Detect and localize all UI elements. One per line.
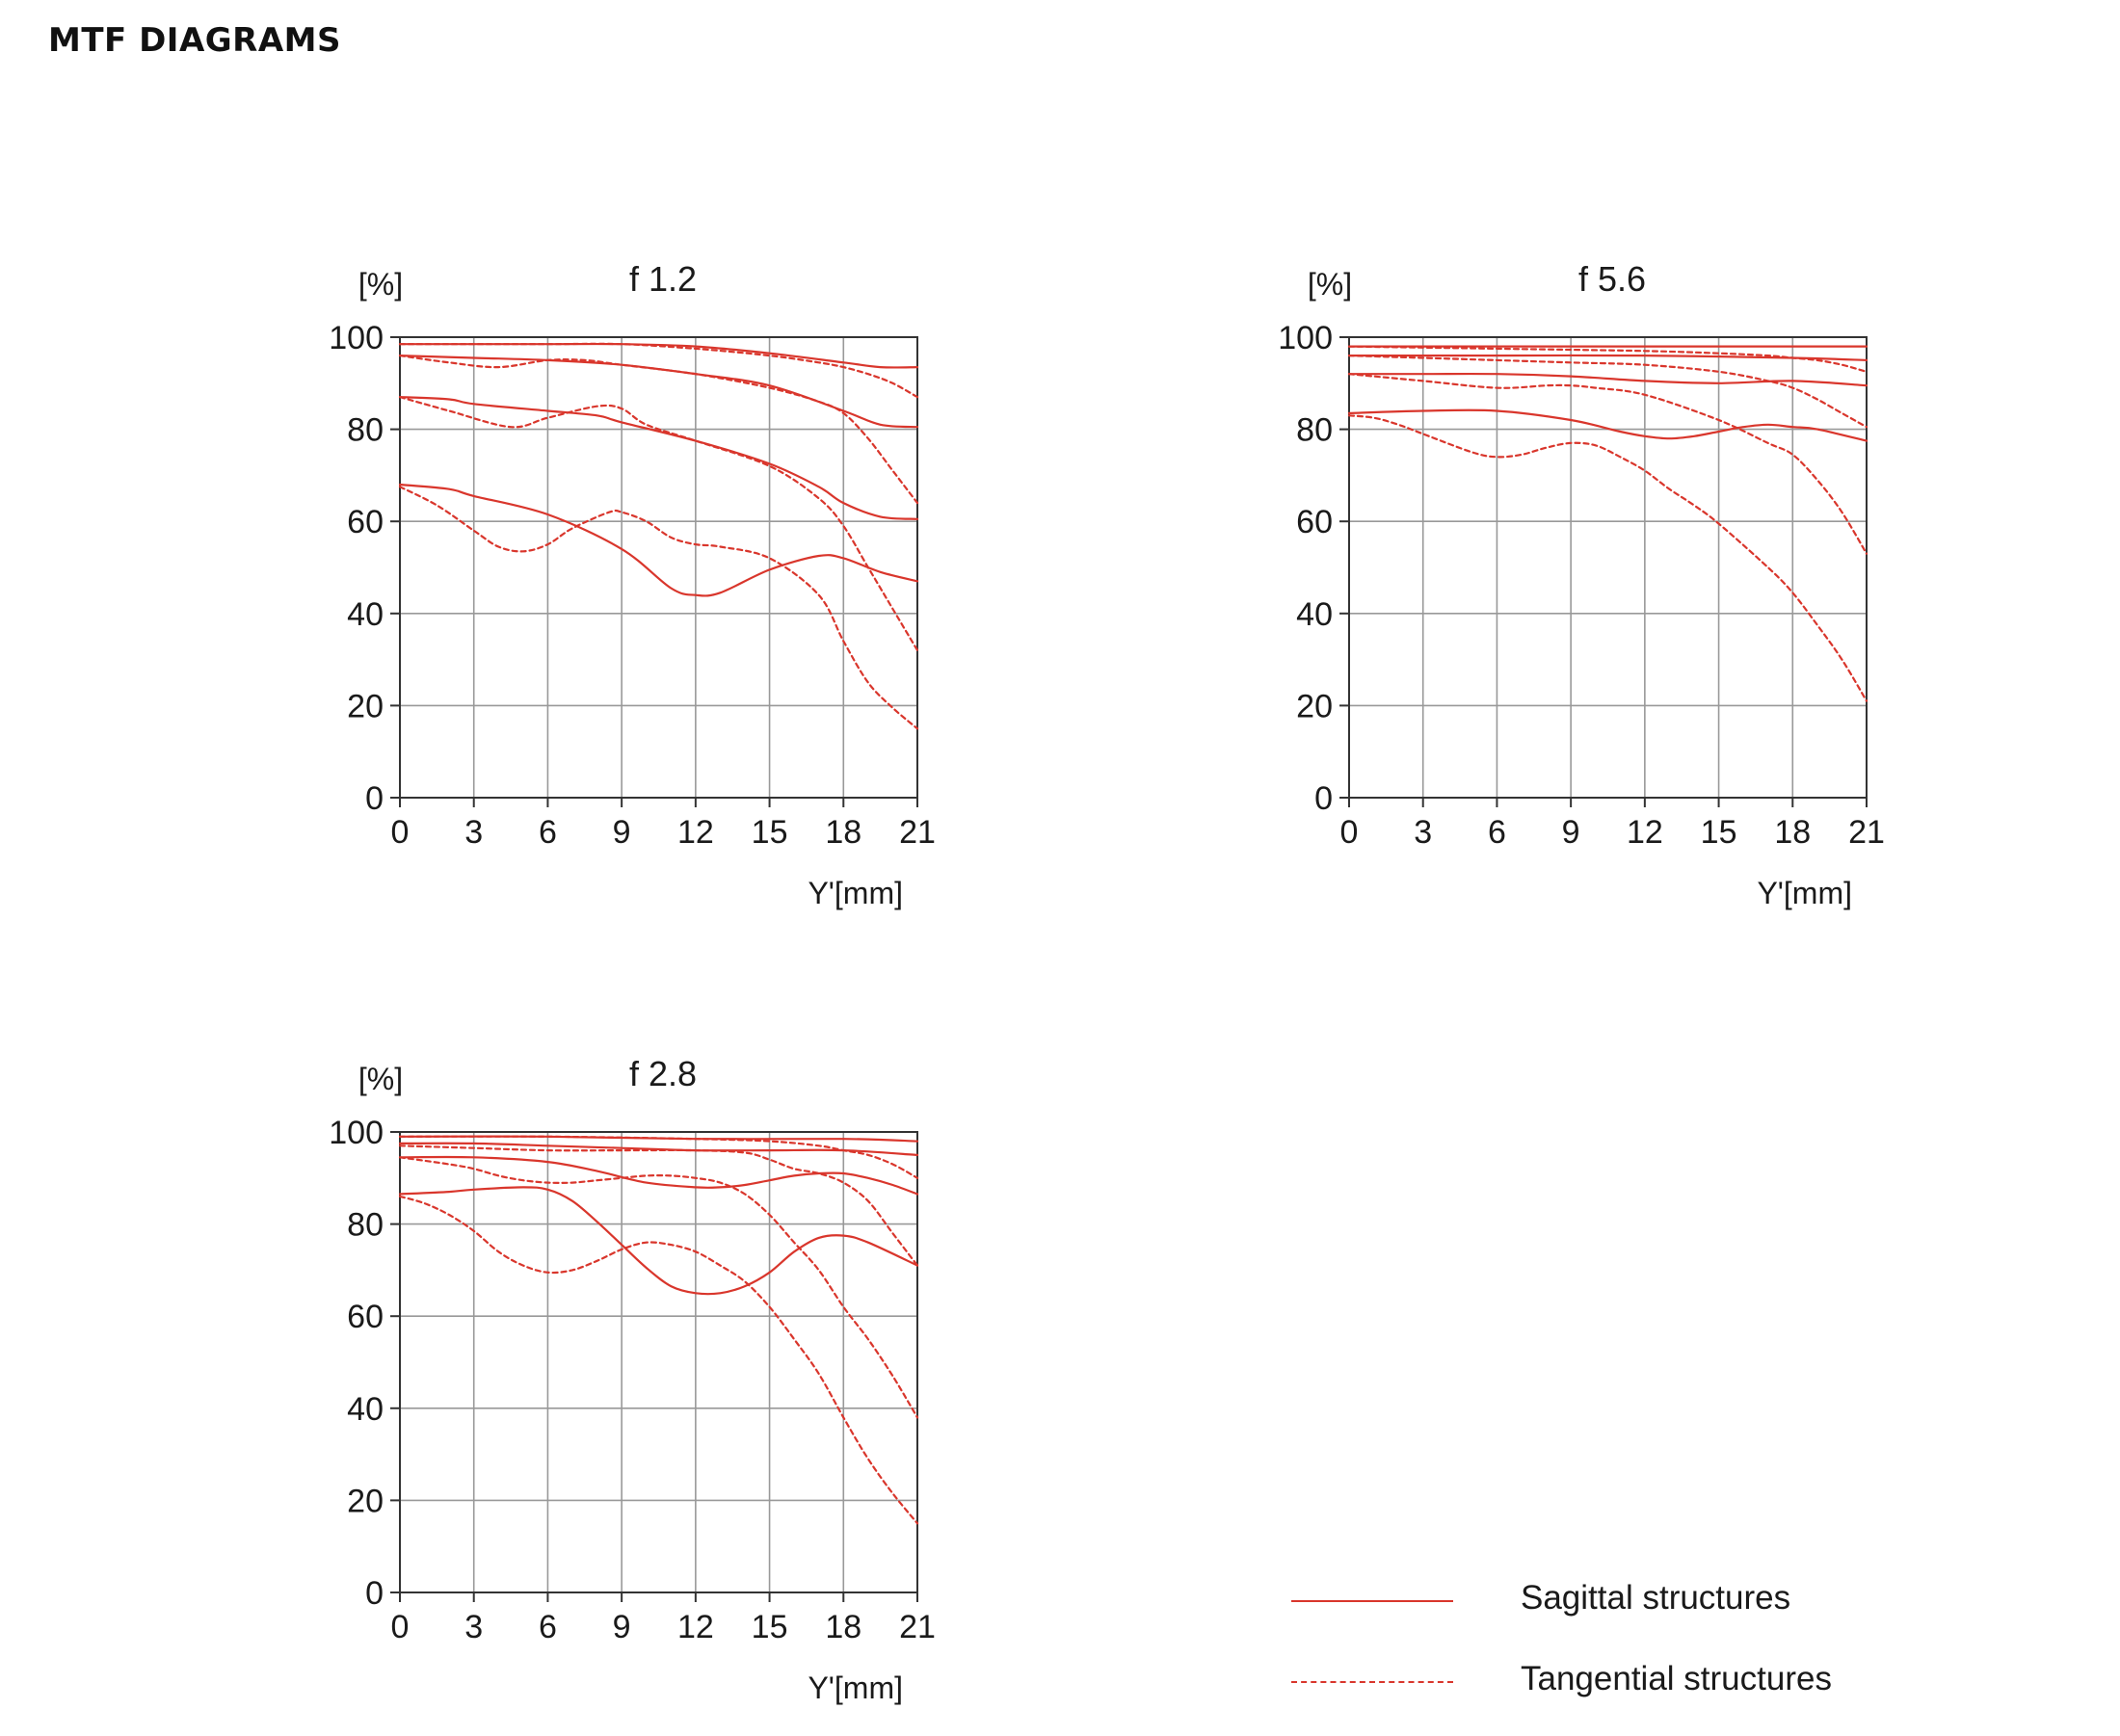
sagittal-curve [1347,408,1868,442]
tangential-curve [398,342,919,399]
x-tick-label: 6 [539,814,557,851]
page-title: MTF DIAGRAMS [48,21,341,60]
sagittal-curve [398,1155,919,1196]
sagittal-curve [398,483,919,597]
tangential-curve [398,1156,919,1419]
legend-tangential-label: Tangential structures [1521,1660,1832,1697]
x-tick-label: 0 [1340,814,1359,851]
x-tick-label: 15 [752,814,788,851]
tangential-curve [1347,414,1868,702]
y-tick-label: 40 [347,1391,384,1428]
y-tick-label: 20 [347,1483,384,1519]
chart-title: f 1.2 [629,259,697,299]
mtf-chart-f5-6: 0 3 6 9 12 15 18 21 0 20 40 60 80 100 [%] f 5.6 Y'[mm] [1278,259,1885,910]
tangential-curve [398,1195,919,1525]
x-tick-label: 12 [1627,814,1663,851]
y-tick-label: 0 [365,1575,384,1612]
tangential-curve [1347,355,1868,429]
legend-tangential-line [1291,1681,1453,1683]
y-tick-label: 60 [347,1299,384,1335]
y-tick-label: 60 [347,504,384,540]
chart-title: f 5.6 [1578,259,1646,299]
legend-sagittal: Sagittal structures [1291,1579,1790,1617]
x-tick-label: 18 [825,814,861,851]
x-tick-label: 18 [825,1609,861,1645]
x-tick-label: 6 [539,1609,557,1645]
x-axis-label: Y'[mm] [1757,876,1852,910]
y-axis-label: [%] [358,267,403,302]
y-tick-label: 100 [329,1115,384,1151]
sagittal-curve [398,1186,919,1296]
x-axis-label: Y'[mm] [808,1670,903,1705]
y-tick-label: 40 [347,596,384,633]
y-tick-label: 80 [347,1207,384,1244]
x-tick-label: 0 [391,1609,410,1645]
tangential-curve [1347,373,1868,555]
x-tick-label: 21 [899,814,936,851]
x-tick-label: 9 [613,814,631,851]
y-tick-label: 100 [1278,320,1333,356]
x-tick-label: 15 [1701,814,1737,851]
x-tick-label: 3 [464,814,483,851]
legend-tangential: Tangential structures [1291,1660,1832,1697]
sagittal-curve [1347,354,1868,361]
y-tick-label: 100 [329,320,384,356]
tangential-curve [398,486,919,730]
plot-frame [399,1131,918,1593]
y-axis-label: [%] [1308,267,1352,302]
sagittal-curve [398,342,919,369]
tangential-curve [1347,345,1868,373]
y-tick-label: 40 [1296,596,1333,633]
legend-sagittal-label: Sagittal structures [1521,1579,1791,1617]
x-tick-label: 9 [1562,814,1580,851]
y-tick-label: 60 [1296,504,1333,540]
x-axis-label: Y'[mm] [808,876,903,910]
y-tick-label: 0 [365,780,384,817]
plot-frame [1348,336,1868,799]
legend: Sagittal structures Tangential structure… [1291,1565,1927,1710]
sagittal-curve [1347,372,1868,387]
y-axis-label: [%] [358,1062,403,1096]
y-tick-label: 80 [347,412,384,449]
x-tick-label: 3 [1414,814,1432,851]
sagittal-curve [398,396,919,520]
tangential-curve [398,1144,919,1267]
y-tick-label: 0 [1314,780,1333,817]
x-tick-label: 18 [1774,814,1811,851]
mtf-chart-f1-2: 0 3 6 9 12 15 18 21 0 20 40 60 80 100 [%] f 1.2 Y'[mm] [329,259,936,910]
x-tick-label: 12 [677,1609,714,1645]
x-tick-label: 12 [677,814,714,851]
x-tick-label: 21 [899,1609,936,1645]
y-tick-label: 20 [1296,688,1333,724]
plot-frame [399,336,918,799]
x-tick-label: 15 [752,1609,788,1645]
x-tick-label: 0 [391,814,410,851]
tangential-curve [398,396,919,652]
mtf-chart-f2-8: 0 3 6 9 12 15 18 21 0 20 40 60 80 100 [%] f 2.8 Y'[mm] [329,1054,936,1705]
y-tick-label: 20 [347,688,384,724]
x-tick-label: 3 [464,1609,483,1645]
chart-title: f 2.8 [629,1054,697,1093]
sagittal-curve [398,1142,919,1156]
x-tick-label: 21 [1848,814,1885,851]
y-tick-label: 80 [1296,412,1333,449]
legend-sagittal-line [1291,1600,1453,1602]
x-tick-label: 6 [1488,814,1506,851]
tangential-curve [398,355,919,505]
tangential-curve [398,1135,919,1179]
x-tick-label: 9 [613,1609,631,1645]
